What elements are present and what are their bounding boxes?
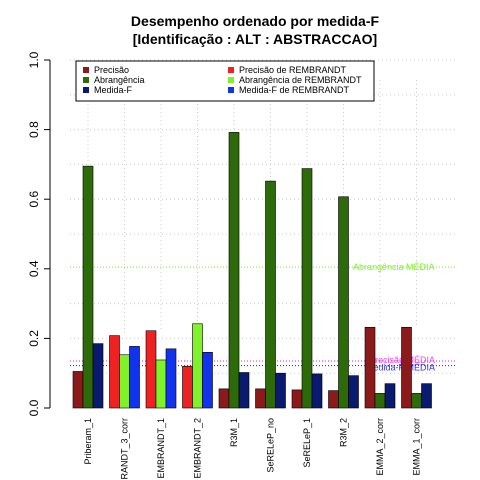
x-tick-label: EMBRANDT_1 [156,418,166,479]
bar [228,132,240,409]
x-tick-label: R3M_1 [229,418,239,447]
bar [421,383,432,409]
legend-label: Abrangência [94,75,145,85]
bar [411,393,422,409]
chart-subtitle: [Identificação : ALT : ABSTRACCAO] [133,31,377,47]
legend-swatch [83,67,89,73]
bar [301,168,313,409]
bar [192,323,203,409]
x-tick-label: EMMA_2_corr [375,418,385,476]
x-tick-label: EMBRANDT_2 [193,418,203,479]
bar [82,165,94,409]
reference-line-label: Medida-F MÉDIA [366,363,435,373]
legend-swatch [228,87,234,93]
y-tick-label: 0.4 [27,260,41,277]
y-tick-label: 0.8 [27,121,41,138]
y-tick-label: 1.0 [27,51,41,68]
bar [255,388,266,409]
legend-label: Precisão [94,65,129,75]
bar [311,373,323,409]
x-tick-label: R3M_2 [339,418,349,447]
grid-layer [70,59,455,374]
y-tick-label: 0.0 [27,399,41,416]
bar [119,354,130,409]
bar [348,375,359,409]
bar [218,388,230,409]
legend-swatch [228,67,234,73]
bar [129,346,140,409]
legend-label: Abrangência de REMBRANDT [239,75,362,85]
legend-label: Medida-F de REMBRANDT [239,85,350,95]
bar [328,390,339,409]
bar [165,348,177,409]
y-tick-label: 0.6 [27,191,41,208]
bars [72,132,432,409]
bar [364,326,376,409]
legend-swatch [83,87,89,93]
legend-box [75,60,375,102]
bar [72,371,84,409]
legend-swatch [83,77,89,83]
bar [275,372,286,409]
bar [265,180,276,409]
y-tick-label: 0.2 [27,330,41,347]
bar [338,196,349,409]
legend-swatch [228,77,234,83]
bar [155,359,167,409]
x-tick-label: SeRELeP_1 [302,418,312,468]
bar [109,335,120,409]
x-tick-label: RANDT_3_corr [120,418,130,480]
bar [291,389,303,409]
chart-title: Desempenho ordenado por medida-F [131,13,380,29]
x-tick-label: EMMA_1_corr [412,418,422,476]
legend-label: Medida-F [94,85,133,95]
bar [145,330,157,409]
bar [182,365,193,409]
bar [202,352,213,409]
x-tick-label: Priberam_1 [83,418,93,465]
x-axis-labels: Priberam_1 RANDT_3_corr EMBRANDT_1 EMBRANDT… [83,418,422,480]
bar [384,383,396,409]
bar [374,393,386,409]
legend-label: Precisão de REMBRANDT [239,65,347,75]
bar [238,372,250,409]
bar [401,326,412,409]
reference-line-label: Abrangência MÉDIA [353,262,435,272]
x-tick-label: SeRELeP_no [266,418,276,473]
y-axis: 0.0 0.2 0.4 0.6 0.8 1.0 [27,51,51,416]
bar [92,343,104,409]
